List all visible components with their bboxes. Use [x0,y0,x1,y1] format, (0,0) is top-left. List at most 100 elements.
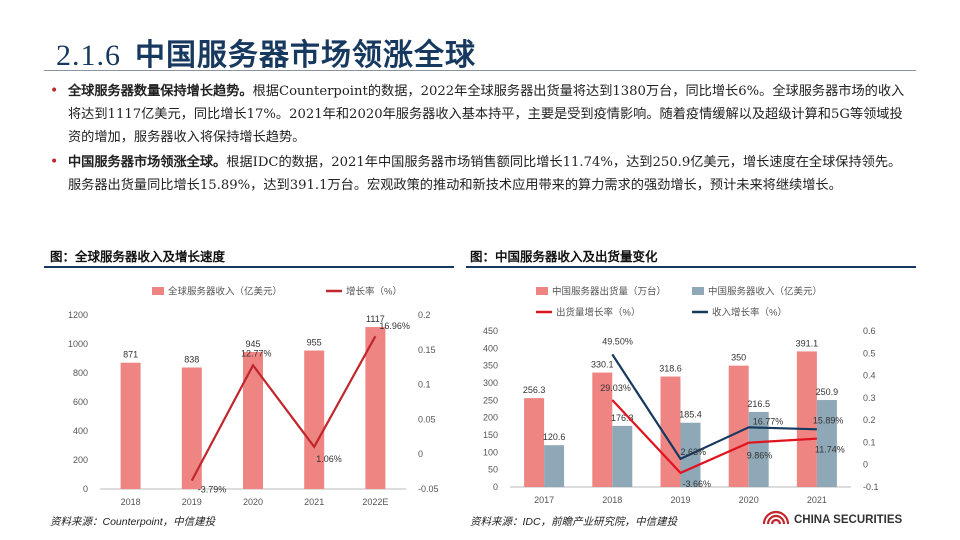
bar [181,367,202,489]
bar-data-label: 350 [731,353,746,363]
series-line [611,399,817,475]
bullet-dot-icon: • [50,154,59,170]
y-right-tick-label: 0 [418,449,423,459]
bar [748,411,769,487]
section-title: 中国服务器市场领涨全球 [135,39,476,72]
right-figure-title: 图：中国服务器收入及出货量变化 [470,250,658,264]
right-figure-divider [466,266,916,268]
y-right-tick-label: 0.2 [418,310,431,320]
bar-data-label: 871 [123,350,138,360]
bar [365,327,386,489]
bar-data-label: 318.6 [659,364,682,374]
x-tick-label: 2021 [807,495,827,505]
legend-label: 中国服务器收入（亿美元） [708,286,822,298]
y-left-tick-label: 800 [73,368,88,378]
left-figure-divider [44,266,454,268]
right-figure-source: 资料来源：IDC，前瞻产业研究院，中信建投 [470,516,678,528]
title-divider [44,70,916,71]
bar-data-label: 185.4 [679,410,702,420]
bullet-lead: 中国服务器市场领涨全球。 [68,155,227,170]
y-right-tick-label: 0.6 [863,326,876,336]
line-data-label: 1.06% [316,454,342,464]
bar-data-label: 120.6 [543,432,566,442]
y-left-tick-label: 300 [483,378,498,388]
line-data-label: 12.77% [241,348,272,358]
y-right-tick-label: 0.1 [863,437,876,447]
y-left-tick-label: 0 [83,484,88,494]
bar [660,376,681,487]
legend-label: 全球服务器收入（亿美元） [168,286,282,298]
y-left-tick-label: 250 [483,395,498,405]
logo-text: CHINA SECURITIES [794,514,903,526]
y-left-tick-label: 50 [488,465,498,475]
series-line [190,335,377,482]
bullet-text: 根据Counterpoint的数据，2022年全球服务器出货量将达到1380万台… [68,84,905,145]
legend-label: 收入增长率（%） [712,307,787,319]
y-left-tick-label: 1000 [68,339,88,349]
y-right-tick-label: -0.1 [863,482,879,492]
y-left-tick-label: 400 [73,426,88,436]
line-data-label: 49.50% [602,336,633,346]
y-left-tick-label: 600 [73,397,88,407]
line-data-label: 16.96% [379,321,410,331]
legend-swatch [692,287,704,295]
bar [728,365,749,487]
line-data-label: 15.89% [813,415,844,425]
y-left-tick-label: 400 [483,343,498,353]
bullet-list: • 全球服务器数量保持增长趋势。根据Counterpoint的数据，2022年全… [46,80,914,199]
legend-swatch [152,287,164,295]
bar-data-label: 216.5 [747,399,770,409]
bullet-item: • 全球服务器数量保持增长趋势。根据Counterpoint的数据，2022年全… [46,80,914,149]
bar [243,351,263,489]
line-data-label: 16.77% [753,416,784,426]
bar [304,350,325,489]
y-right-tick-label: 0 [863,460,868,470]
line-data-label: -3.66% [683,479,712,489]
x-tick-label: 2020 [243,497,263,507]
y-left-tick-label: 100 [483,447,498,457]
series-line [611,353,817,461]
y-left-tick-label: 0 [493,482,498,492]
bar [796,351,817,487]
line-data-label: 29.03% [600,383,631,393]
bar-data-label: 1117 [366,314,385,324]
y-left-tick-label: 200 [483,413,498,423]
bar-data-label: 256.3 [523,385,546,395]
y-right-tick-label: 0.4 [863,371,876,381]
legend-label: 出货量增长率（%） [556,307,640,319]
line-data-label: 2.63% [681,447,707,457]
bar [120,362,141,489]
legend-swatch [536,287,548,295]
global-server-revenue-chart: 全球服务器收入（亿美元） 增长率（%） 0 200 400 600 800 1000 1200 -… [68,286,439,508]
legend-label: 中国服务器出货量（万台） [552,286,666,298]
china-securities-logo: CHINA SECURITIES [762,510,903,526]
bar [524,398,545,487]
y-right-tick-label: 0.2 [863,415,876,425]
bullet-text: 根据IDC的数据，2021年中国服务器市场销售额同比增长11.74%，达到250… [68,155,902,193]
bar-data-label: 330.1 [591,360,614,370]
bar-data-label: 838 [184,354,199,364]
bar [592,372,613,487]
x-tick-label: 2017 [534,495,554,505]
bar-data-label: 176.3 [611,413,634,423]
y-right-tick-label: 0.15 [418,345,436,355]
bar-data-label: 955 [307,338,322,348]
x-tick-label: 2020 [739,495,759,505]
x-tick-label: 2022E [362,497,388,507]
china-server-chart: 中国服务器出货量（万台） 中国服务器收入（亿美元） 出货量增长率（%） 收入增长率（%… [483,286,879,506]
line-data-label: 9.86% [747,451,773,461]
x-tick-label: 2019 [670,495,690,505]
y-left-tick-label: 350 [483,361,498,371]
y-left-tick-label: 200 [73,455,88,465]
y-left-tick-label: 450 [483,326,498,336]
section-number: 2.1.6 [56,39,121,72]
bar-data-label: 250.9 [816,387,839,397]
page-title: 2.1.6 中国服务器市场领涨全球 [56,30,476,74]
y-right-tick-label: 0.05 [418,414,436,424]
bar-data-label: 945 [245,339,260,349]
left-figure-source: 资料来源：Counterpoint，中信建投 [50,516,216,528]
bullet-dot-icon: • [50,83,59,99]
y-right-tick-label: -0.05 [418,484,439,494]
line-data-label: -3.79% [198,485,227,495]
bar-data-label: 391.1 [796,338,819,348]
